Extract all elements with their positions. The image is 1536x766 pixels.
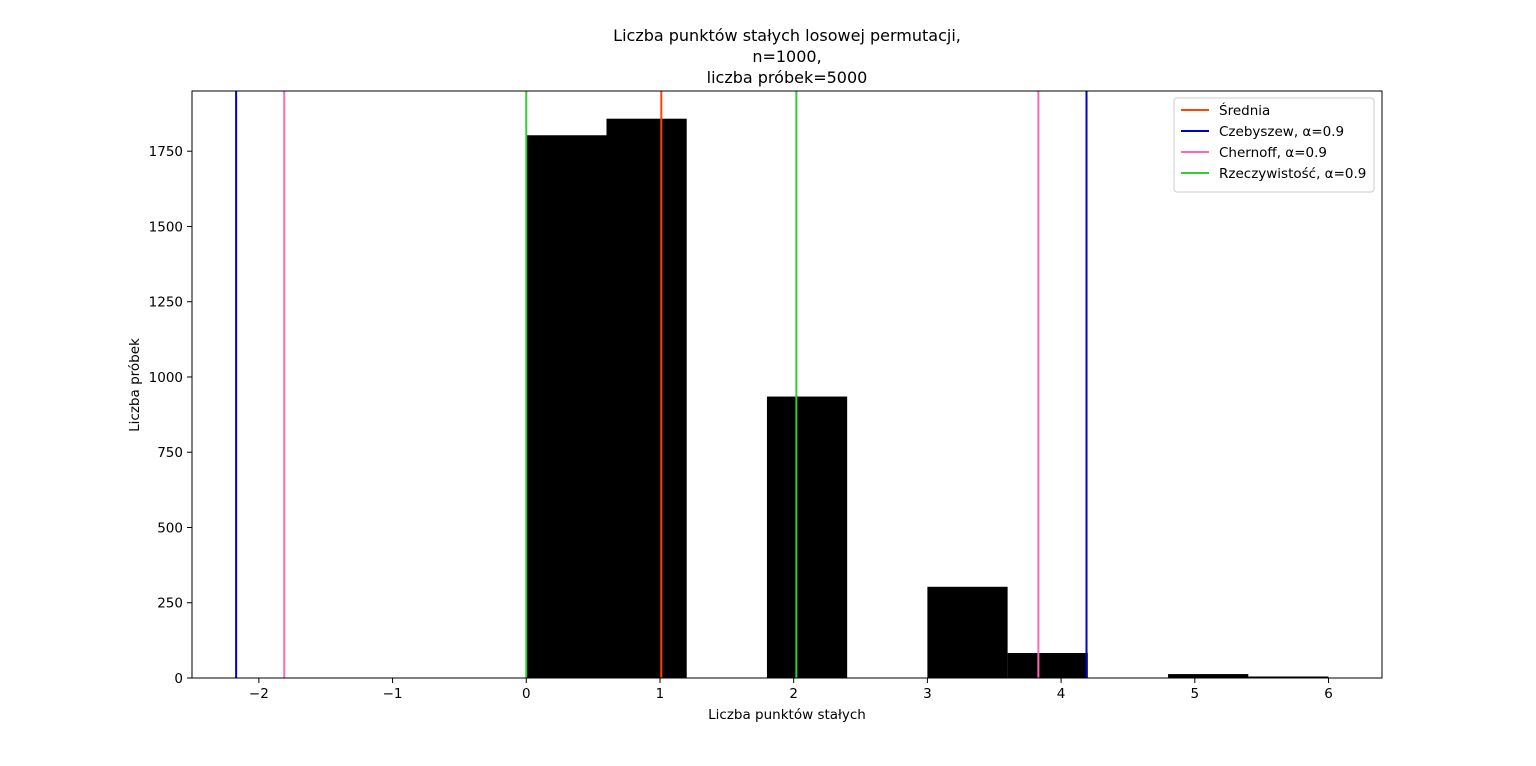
x-axis-ticks: −2 −1 0 1 2 3 4 5 6 bbox=[249, 678, 1333, 702]
chart-title-line-3: liczba próbek=5000 bbox=[707, 68, 868, 87]
chart-title-line-1: Liczba punktów stałych losowej permutacj… bbox=[613, 26, 961, 45]
histogram-bar-9 bbox=[1248, 676, 1329, 678]
chart-title-line-2: n=1000, bbox=[752, 47, 821, 66]
y-tick-label-4: 1000 bbox=[149, 370, 183, 386]
histogram-bar-8 bbox=[1168, 674, 1249, 678]
x-tick-label-7: 5 bbox=[1191, 686, 1200, 702]
x-tick-label-5: 3 bbox=[923, 686, 932, 702]
x-tick-label-8: 6 bbox=[1324, 686, 1333, 702]
y-axis-ticks: 0 250 500 750 1000 1250 1500 1750 bbox=[149, 144, 192, 687]
histogram-bar-3 bbox=[766, 396, 848, 678]
legend-label-2: Chernoff, α=0.9 bbox=[1219, 145, 1327, 161]
legend-box bbox=[1173, 97, 1375, 193]
legend: Średnia Czebyszew, α=0.9 Chernoff, α=0.9 Rz… bbox=[1173, 97, 1375, 193]
y-tick-label-0: 0 bbox=[174, 671, 183, 687]
y-axis-label: Liczba próbek bbox=[127, 338, 143, 432]
y-tick-label-2: 500 bbox=[157, 520, 183, 536]
y-tick-label-3: 750 bbox=[157, 445, 183, 461]
histogram-bars bbox=[526, 118, 1329, 679]
y-tick-label-7: 1750 bbox=[149, 144, 183, 160]
x-tick-label-3: 1 bbox=[656, 686, 665, 702]
histogram-bar-6 bbox=[1007, 653, 1088, 678]
y-tick-label-1: 250 bbox=[157, 596, 183, 612]
legend-label-3: Rzeczywistość, α=0.9 bbox=[1219, 166, 1366, 182]
y-tick-label-5: 1250 bbox=[149, 295, 183, 311]
y-tick-label-6: 1500 bbox=[149, 219, 183, 235]
legend-label-1: Czebyszew, α=0.9 bbox=[1219, 124, 1344, 140]
reference-lines bbox=[235, 91, 1088, 678]
x-tick-label-1: −1 bbox=[383, 686, 403, 702]
histogram-bar-5 bbox=[927, 586, 1008, 678]
histogram-bar-1 bbox=[606, 118, 687, 679]
x-axis-label: Liczba punktów stałych bbox=[708, 707, 866, 723]
x-tick-label-4: 2 bbox=[789, 686, 798, 702]
x-tick-label-0: −2 bbox=[249, 686, 269, 702]
chart-title: Liczba punktów stałych losowej permutacj… bbox=[613, 26, 961, 87]
axes-frame bbox=[191, 90, 1383, 679]
legend-label-0: Średnia bbox=[1219, 101, 1270, 119]
x-tick-label-6: 4 bbox=[1057, 686, 1066, 702]
histogram-bar-0 bbox=[526, 135, 607, 679]
x-tick-label-2: 0 bbox=[522, 686, 531, 702]
